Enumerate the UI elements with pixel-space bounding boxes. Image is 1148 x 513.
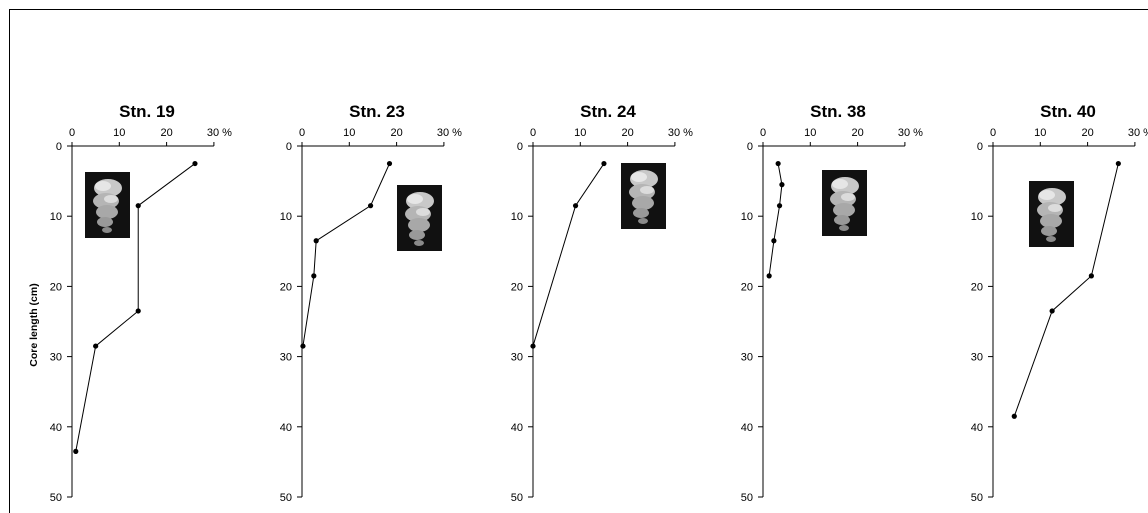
x-tick-label: 20	[390, 127, 402, 139]
x-tick-label: 0	[990, 127, 996, 139]
foraminifera-photo-icon	[822, 170, 867, 236]
y-tick-label: 50	[280, 492, 292, 504]
y-tick-label: 0	[56, 141, 62, 153]
x-tick-label: 10	[113, 127, 125, 139]
panel-title: Stn. 38	[810, 102, 866, 121]
data-point	[1088, 273, 1094, 279]
data-point	[135, 203, 141, 209]
data-point	[367, 203, 374, 209]
foraminifera-photo-icon	[1029, 181, 1074, 247]
x-tick-label: 20	[160, 127, 172, 139]
x-tick-label: 0	[69, 127, 75, 139]
data-point	[776, 203, 783, 209]
data-point	[1115, 160, 1121, 167]
y-tick-label: 30	[511, 352, 523, 364]
figure-frame	[9, 9, 1148, 513]
data-point	[1049, 308, 1055, 314]
foraminifera-photo-icon	[397, 185, 442, 251]
x-tick-label: 20	[621, 127, 633, 139]
series-line	[532, 163, 605, 347]
y-tick-label: 20	[741, 281, 753, 293]
y-tick-label: 20	[511, 281, 523, 293]
y-tick-label: 10	[511, 211, 523, 223]
y-tick-label: 0	[977, 141, 983, 153]
data-point	[386, 160, 393, 167]
panel-title: Stn. 40	[1040, 102, 1096, 121]
y-tick-label: 20	[971, 281, 983, 293]
y-tick-label: 30	[280, 352, 292, 364]
y-tick-label: 40	[511, 422, 523, 434]
data-point	[572, 203, 579, 209]
x-tick-label: 0	[530, 127, 536, 139]
panel-title: Stn. 24	[580, 102, 636, 121]
y-tick-label: 40	[50, 422, 62, 434]
y-tick-label: 30	[741, 352, 753, 364]
x-tick-label: 30 %	[1128, 127, 1148, 139]
data-point	[779, 182, 785, 188]
y-tick-label: 50	[50, 492, 62, 504]
panel-title: Stn. 23	[349, 102, 405, 121]
x-tick-label: 20	[1081, 127, 1093, 139]
data-point	[313, 238, 319, 244]
series-line	[768, 163, 783, 276]
data-point	[311, 273, 317, 279]
data-point	[93, 343, 99, 349]
y-tick-label: 40	[971, 422, 983, 434]
data-point	[766, 273, 772, 279]
y-tick-label: 30	[50, 352, 62, 364]
y-tick-label: 30	[971, 352, 983, 364]
x-tick-label: 10	[804, 127, 816, 139]
y-tick-label: 10	[741, 211, 753, 223]
x-tick-label: 30 %	[437, 127, 462, 139]
y-tick-label: 10	[50, 211, 62, 223]
series-line	[1013, 163, 1119, 417]
series-line	[302, 163, 390, 347]
foraminifera-photo-icon	[621, 163, 666, 229]
y-tick-label: 40	[280, 422, 292, 434]
data-point	[192, 160, 198, 167]
data-point	[135, 308, 141, 314]
y-tick-label: 20	[280, 281, 292, 293]
data-point	[1011, 413, 1017, 419]
y-tick-label: 10	[971, 211, 983, 223]
data-point	[775, 160, 781, 167]
data-point	[530, 343, 536, 349]
foraminifera-photo-icon	[85, 172, 130, 238]
y-tick-label: 50	[971, 492, 983, 504]
y-tick-label: 0	[286, 141, 292, 153]
y-tick-label: 0	[747, 141, 753, 153]
data-point	[300, 343, 306, 349]
x-tick-label: 10	[343, 127, 355, 139]
y-axis-label: Core length (cm)	[28, 283, 40, 366]
x-tick-label: 0	[760, 127, 766, 139]
y-tick-label: 0	[517, 141, 523, 153]
x-tick-label: 0	[299, 127, 305, 139]
y-tick-label: 20	[50, 281, 62, 293]
x-tick-label: 30 %	[898, 127, 923, 139]
y-tick-label: 50	[511, 492, 523, 504]
panel-title: Stn. 19	[119, 102, 175, 121]
y-tick-label: 50	[741, 492, 753, 504]
y-tick-label: 40	[741, 422, 753, 434]
x-tick-label: 30 %	[668, 127, 693, 139]
x-tick-label: 20	[851, 127, 863, 139]
y-tick-label: 10	[280, 211, 292, 223]
data-point	[73, 448, 79, 454]
data-point	[771, 238, 777, 244]
data-point	[601, 160, 607, 167]
x-tick-label: 10	[1034, 127, 1046, 139]
x-tick-label: 10	[574, 127, 586, 139]
x-tick-label: 30 %	[207, 127, 232, 139]
